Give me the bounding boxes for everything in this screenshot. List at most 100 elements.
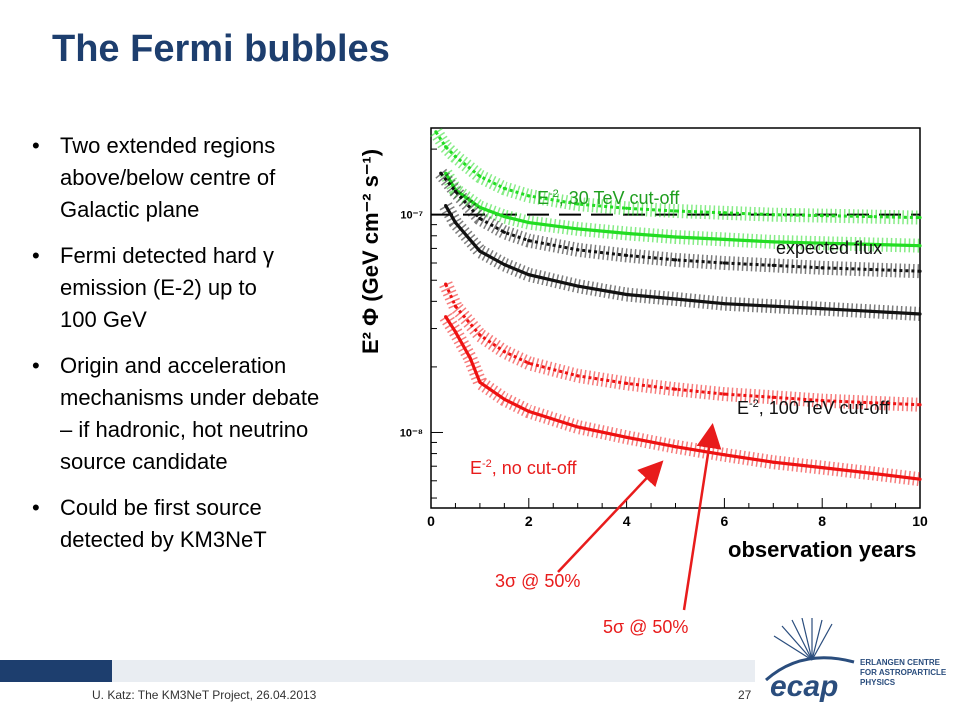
footer-citation: U. Katz: The KM3NeT Project, 26.04.2013 <box>92 688 317 702</box>
data-point <box>673 445 678 449</box>
label-100tev-cutoff: E-2, 100 TeV cut-off <box>737 398 889 419</box>
data-point <box>453 220 458 225</box>
data-point <box>502 350 506 354</box>
data-point <box>502 262 506 267</box>
data-point <box>625 253 629 258</box>
plot-frame <box>430 127 921 509</box>
data-point <box>576 202 580 206</box>
data-point <box>444 171 448 175</box>
series-band <box>439 281 921 412</box>
data-point <box>478 333 482 337</box>
data-point <box>434 130 438 134</box>
series-line <box>444 315 921 481</box>
bullet-line: – if hadronic, hot neutrino <box>60 417 309 442</box>
bullet-line: detected by KM3NeT <box>60 527 267 552</box>
bullet-item: Fermi detected hard γ emission (E-2) up … <box>28 240 378 336</box>
data-point <box>527 220 531 225</box>
x-tick-label: 8 <box>818 513 826 529</box>
x-axis-label: observation years <box>728 537 916 562</box>
bullet-line: source candidate <box>60 449 228 474</box>
logo-caption: ERLANGEN CENTRE FOR ASTROPARTICLE PHYSIC… <box>860 658 946 688</box>
series-group <box>430 128 922 487</box>
label-exponent: -2 <box>749 398 759 410</box>
label-base: E <box>737 398 750 418</box>
bullet-list: Two extended regions above/below centre … <box>28 130 378 570</box>
bullet-item: Could be first source detected by KM3NeT <box>28 492 378 556</box>
data-point <box>478 174 482 178</box>
data-point <box>576 227 580 231</box>
label-exponent: -2 <box>482 458 492 470</box>
data-point <box>576 425 580 429</box>
data-point <box>527 409 531 413</box>
label-rest: , 100 TeV cut-off <box>758 398 890 418</box>
bullet-item: Two extended regions above/below centre … <box>28 130 378 226</box>
x-tick-label: 4 <box>623 513 631 529</box>
logo-caption-line: PHYSICS <box>860 678 896 687</box>
data-point <box>918 269 922 273</box>
data-point <box>673 258 678 262</box>
data-point <box>673 387 678 391</box>
label-no-cutoff: E-2, no cut-off <box>470 458 577 479</box>
data-point <box>673 209 678 213</box>
data-point <box>625 381 629 385</box>
x-tick-label: 2 <box>525 513 533 529</box>
data-point <box>869 401 873 405</box>
data-point <box>502 186 506 191</box>
label-3sigma: 3σ @ 50% <box>495 571 581 591</box>
data-point <box>478 380 482 384</box>
y-axis-label: E² Φ (GeV cm⁻² s⁻¹) <box>358 149 383 354</box>
data-point <box>453 330 458 334</box>
data-point <box>869 267 873 272</box>
data-point <box>453 304 458 308</box>
label-rest: , 30 TeV cut-off <box>558 188 680 208</box>
footer-bar-fill <box>112 660 755 682</box>
logo-rays <box>773 618 833 661</box>
y-tick-label: 10⁻⁷ <box>400 210 423 222</box>
data-point <box>502 397 506 401</box>
data-point <box>468 356 472 360</box>
bullet-line: above/below centre of <box>60 165 276 190</box>
data-point <box>625 292 629 297</box>
label-expected-flux: expected flux <box>776 238 883 258</box>
data-point <box>771 304 775 308</box>
logo-caption-line: FOR ASTROPARTICLE <box>860 668 947 677</box>
label-rest: , no cut-off <box>491 458 577 478</box>
data-point <box>625 231 629 236</box>
y-tick-label: 10⁻⁸ <box>400 427 423 439</box>
label-base: E <box>537 188 550 208</box>
data-point <box>771 460 775 464</box>
logo-word: ecap <box>770 670 838 703</box>
data-point <box>918 244 922 248</box>
data-point <box>869 242 873 247</box>
data-point <box>444 282 448 286</box>
label-5sigma: 5σ @ 50% <box>603 617 689 637</box>
x-tick-labels: 0 2 4 6 8 10 <box>427 513 928 529</box>
data-point <box>527 239 531 243</box>
data-point <box>722 237 727 241</box>
series-line <box>434 131 921 220</box>
data-point <box>820 214 824 218</box>
logo-caption-line: ERLANGEN CENTRE <box>860 658 941 667</box>
data-point <box>722 211 727 215</box>
bullet-item: Origin and acceleration mechanisms under… <box>28 350 378 478</box>
data-point <box>502 230 506 234</box>
x-tick-label: 6 <box>721 513 729 529</box>
data-point <box>918 477 922 481</box>
logo-swoosh <box>765 656 855 682</box>
data-point <box>453 154 458 159</box>
data-point <box>918 312 922 316</box>
x-tick-label: 10 <box>912 513 928 529</box>
label-base: E <box>470 458 483 478</box>
bullet-line: Fermi detected hard γ <box>60 243 274 268</box>
y-tick-labels: 10⁻⁷ 10⁻⁸ <box>400 210 424 440</box>
data-point <box>625 206 629 210</box>
data-point <box>771 213 775 217</box>
data-point <box>673 297 678 301</box>
data-point <box>820 399 824 403</box>
data-point <box>869 214 873 219</box>
data-point <box>576 374 580 378</box>
data-point <box>820 241 824 245</box>
data-point <box>722 302 727 306</box>
data-point <box>444 145 448 149</box>
data-point <box>444 315 448 319</box>
